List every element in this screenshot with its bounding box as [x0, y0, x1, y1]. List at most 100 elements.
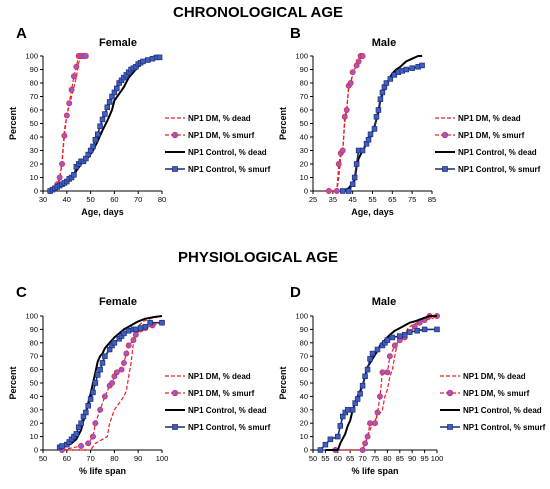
- panel-a-data-point: [156, 54, 163, 61]
- panel-a-series-line: [49, 55, 86, 192]
- panel-b-data-point: [371, 126, 378, 132]
- section-title-physiological: PHYSIOLOGICAL AGE: [178, 249, 338, 266]
- panel-a-y-tick-label: 80: [30, 79, 38, 88]
- panel-c-data-point: [123, 350, 130, 357]
- panel-a-x-tick-label: 50: [86, 195, 94, 204]
- panel-a-data-point: [144, 57, 151, 63]
- panel-d-data-point: [349, 407, 356, 413]
- panel-a-series-2: [47, 53, 89, 194]
- panel-c-y-tick-label: 20: [30, 419, 38, 428]
- panel-b-legend-marker: [441, 131, 449, 139]
- panel-d-y-tick-label: 30: [300, 405, 308, 414]
- panel-d-y-tick-label: 80: [300, 338, 308, 347]
- panel-c-data-point: [78, 420, 84, 426]
- panel-a-data-point: [140, 58, 146, 65]
- panel-d-data-point: [389, 334, 396, 341]
- panel-a-legend-marker: [172, 166, 178, 172]
- panel-d-data-point: [367, 420, 373, 427]
- panel-c-data-point: [85, 403, 91, 409]
- panel-b-x-tick-label: 55: [368, 195, 376, 204]
- panel-b-x-tick-label: 75: [408, 195, 416, 204]
- panel-b-y-tick-label: 50: [300, 119, 308, 128]
- panel-a-x-tick-label: 80: [158, 195, 166, 204]
- panel-c-data-point: [121, 330, 127, 337]
- panel-d-data-point: [335, 433, 341, 440]
- panel-d-x-tick-label: 65: [346, 454, 354, 463]
- panel-d-data-point: [359, 447, 366, 453]
- panel-b-data-point: [383, 80, 390, 86]
- panel-b-xlabel: Age, days: [351, 207, 394, 217]
- panel-c-x-tick-label: 70: [86, 454, 94, 463]
- panel-d-data-point: [434, 326, 440, 333]
- panel-a-data-point: [73, 63, 80, 70]
- panel-a-series-1: [49, 55, 89, 192]
- panel-c-data-point: [78, 443, 85, 449]
- panel-a-data-point: [149, 55, 156, 62]
- panel-b-y-tick-label: 40: [300, 133, 308, 142]
- panel-c-y-tick-label: 90: [30, 325, 38, 334]
- panel-b-data-point: [333, 188, 340, 194]
- panel-a-letter: A: [16, 25, 27, 42]
- panel-c-legend-label: NP1 Control, % dead: [188, 406, 267, 415]
- panel-d-series-4: [317, 326, 440, 453]
- panel-a-data-point: [66, 100, 73, 107]
- panel-b-data-point: [355, 58, 362, 65]
- panel-b-y-tick-label: 70: [300, 92, 308, 101]
- panel-b-data-point: [353, 161, 360, 167]
- panel-d-y-tick-label: 10: [300, 432, 308, 441]
- panel-a-data-point: [114, 85, 120, 92]
- panel-b: B Male 0 10 20 30 40 50 60 70 80 90 100 25 35 45 55 65 75 8…: [278, 25, 541, 217]
- panel-c-data-point: [97, 366, 103, 373]
- panel-d-legend-label: NP1 Control, % smurf: [463, 423, 546, 432]
- panel-c-data-point: [97, 406, 104, 413]
- panel-d-data-point: [397, 333, 403, 339]
- panel-b-data-point: [367, 131, 374, 138]
- panel-d-y-tick-label: 100: [295, 312, 308, 321]
- panel-d-series-line: [335, 315, 437, 451]
- panel-b-data-point: [345, 188, 352, 194]
- panel-d-x-tick-label: 85: [396, 454, 404, 463]
- panel-a-data-point: [92, 136, 99, 143]
- panel-b-series-line: [328, 55, 363, 192]
- panel-d-x-tick-label: 80: [383, 454, 391, 463]
- panel-b-y-tick-label: 20: [300, 160, 308, 169]
- panel-b-data-point: [375, 107, 382, 113]
- panel-d-y-tick-label: 20: [300, 419, 308, 428]
- panel-a-legend-marker: [171, 131, 179, 139]
- panel-a-series-line: [52, 55, 160, 191]
- panel-d-data-point: [357, 390, 363, 397]
- panel-c-ylabel: Percent: [8, 366, 18, 399]
- panel-c-data-point: [111, 340, 118, 346]
- panel-c-data-point: [130, 337, 137, 344]
- panel-d-data-point: [327, 436, 334, 443]
- panel-c-data-point: [87, 396, 94, 402]
- panel-a-y-tick-label: 50: [30, 119, 38, 128]
- panel-b-x-tick-label: 45: [348, 195, 356, 204]
- panel-b-y-tick-label: 80: [300, 79, 308, 88]
- panel-c-data-point: [102, 353, 108, 359]
- panel-d-data-point: [374, 409, 381, 416]
- panel-d-data-point: [322, 441, 329, 448]
- panel-c-y-tick-label: 80: [30, 338, 38, 347]
- panel-b-data-point: [351, 174, 358, 181]
- panel-d-x-tick-label: 90: [408, 454, 416, 463]
- panel-a-data-point: [94, 131, 101, 138]
- panel-d-data-point: [384, 337, 391, 343]
- panel-d-y-tick-label: 90: [300, 325, 308, 334]
- panel-b-data-point: [349, 69, 356, 76]
- panel-a-series-line: [49, 55, 89, 192]
- panel-a-y-tick-label: 10: [30, 173, 38, 182]
- panel-a-data-point: [59, 161, 65, 167]
- panel-d-data-point: [364, 366, 371, 373]
- panel-c-data-point: [120, 359, 127, 366]
- panel-a-legend-label: NP1 Control, % dead: [188, 148, 267, 157]
- panel-d-x-tick-label: 100: [431, 454, 444, 463]
- panel-b-data-point: [419, 62, 425, 69]
- panel-c: C Female 0 10 20 30 40 50 60 70 80 90 100 50 60 70 80 90 1…: [8, 284, 271, 476]
- panel-b-ylabel: Percent: [278, 107, 288, 140]
- panel-d-data-point: [362, 373, 368, 380]
- panel-c-data-point: [90, 433, 96, 440]
- panel-d-data-point: [377, 393, 383, 400]
- panel-d-data-point: [364, 433, 371, 440]
